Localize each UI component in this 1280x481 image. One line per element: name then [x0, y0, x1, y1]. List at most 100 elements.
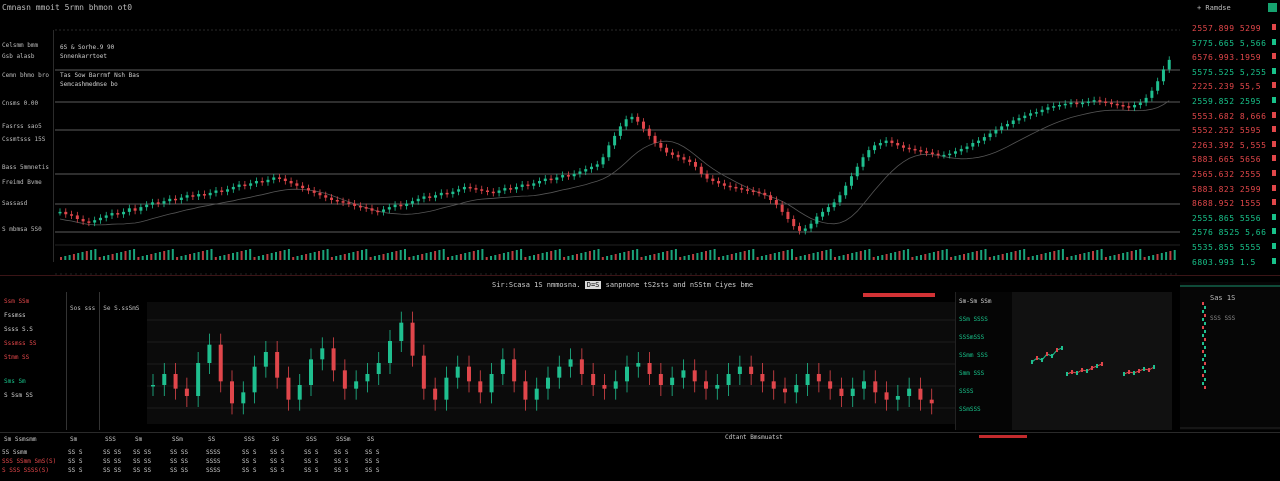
volume-bar	[1100, 249, 1103, 260]
table-header[interactable]: Sm	[70, 436, 78, 443]
lower-left-item[interactable]: Ssss S.S	[4, 326, 33, 333]
price-level[interactable]: 2565.632 2555	[1192, 170, 1262, 179]
table-header[interactable]: SS	[208, 436, 216, 443]
price-level[interactable]: 5535.855 5555	[1192, 243, 1262, 252]
price-level[interactable]: 5575.525 5,255	[1192, 67, 1267, 77]
watchlist-item[interactable]: Cssmtsss 15S	[2, 136, 46, 143]
volume-bar	[464, 253, 467, 260]
table-header[interactable]: SSm	[172, 436, 183, 443]
volume-bar	[584, 252, 587, 260]
volume-bar	[636, 249, 639, 260]
table-header[interactable]: SSS	[105, 436, 116, 443]
lower-title-highlight[interactable]: D=S	[584, 281, 602, 289]
price-level[interactable]: 2225.239 55,5	[1192, 82, 1262, 92]
price-level[interactable]: 8688.952 1555	[1192, 199, 1262, 209]
toolbar-item[interactable]: Sos sss	[70, 305, 96, 312]
volume-bar	[782, 251, 785, 260]
alert-bar	[863, 293, 935, 297]
lower-left-item[interactable]: Sssmss 5S	[4, 340, 37, 347]
table-header[interactable]: SSS	[306, 436, 317, 443]
volume-bar	[90, 250, 93, 260]
watchlist-item[interactable]: Fasrss sao5	[2, 123, 42, 130]
mini-chart[interactable]	[1012, 292, 1172, 430]
candle	[439, 192, 443, 196]
lower-left-item[interactable]: Ssm SSm	[4, 298, 30, 305]
volume-bar	[490, 256, 492, 260]
lower-right-item[interactable]: Sm-Sm SSm	[959, 298, 992, 305]
lower-candle	[252, 366, 257, 393]
table-header[interactable]: SSSm	[336, 436, 351, 443]
candle	[584, 169, 588, 172]
lower-right-item[interactable]: SSSmSSS	[959, 334, 985, 341]
lower-candle	[602, 385, 607, 389]
candle	[1081, 102, 1085, 105]
watchlist-item[interactable]: Cnsms 0.00	[2, 100, 39, 107]
lower-right-item[interactable]: SSSS	[959, 388, 974, 395]
table-header[interactable]: Sm Ssmsmm	[4, 436, 37, 443]
table-header[interactable]: SSS	[244, 436, 255, 443]
candle	[734, 186, 738, 189]
volume-bar	[1109, 256, 1112, 260]
volume-bar	[343, 254, 346, 260]
volume-bar	[571, 255, 574, 260]
volume-bar	[739, 252, 742, 260]
lower-left-item[interactable]: S Ssm SS	[4, 392, 33, 399]
candle	[399, 204, 403, 207]
side-mini-candle	[1204, 338, 1206, 341]
price-level[interactable]: 2263.392 5,555	[1192, 140, 1267, 150]
mini-candle	[1138, 369, 1140, 373]
volume-bar	[154, 253, 157, 260]
volume-bar	[81, 252, 84, 260]
watchlist-item[interactable]: Sassasd	[2, 200, 28, 207]
price-level[interactable]: 2559.852 2595	[1192, 97, 1262, 106]
lower-left-item[interactable]: Stmm SS	[4, 354, 30, 361]
volume-bar	[1122, 253, 1125, 260]
volume-bar	[653, 254, 656, 260]
volume-bar	[773, 253, 776, 260]
price-level[interactable]: 6576.993.1959	[1192, 53, 1262, 63]
candle	[572, 173, 576, 177]
volume-bar	[447, 257, 449, 260]
candle	[451, 191, 455, 195]
table-header[interactable]: SS	[272, 436, 280, 443]
price-level[interactable]: 5553.682 8,666	[1192, 111, 1267, 121]
volume-bar	[877, 256, 879, 260]
watchlist-item[interactable]: Freimd Bvme	[2, 179, 42, 186]
candle	[693, 162, 697, 167]
volume-bar	[915, 256, 918, 260]
table-header[interactable]: SS	[367, 436, 375, 443]
candle	[1150, 90, 1154, 98]
table-header[interactable]: Sm	[135, 436, 143, 443]
toolbar-item[interactable]: Se S.ssSmS	[103, 305, 140, 312]
lower-candlestick-chart[interactable]	[125, 292, 955, 430]
table-cell: SS S	[270, 467, 285, 474]
lower-left-item[interactable]: Fssmss	[4, 312, 26, 319]
price-level[interactable]: 2555.865 5556	[1192, 213, 1262, 223]
watchlist-item[interactable]: Bass 5mmnetis	[2, 164, 49, 171]
candle	[1000, 126, 1004, 130]
price-level[interactable]: 5883.665 5656	[1192, 155, 1262, 165]
price-level[interactable]: 5775.665 5,566	[1192, 38, 1267, 48]
volume-bar	[765, 255, 768, 260]
watchlist-item[interactable]: Gsb alasb	[2, 53, 35, 60]
price-level[interactable]: 5883.823 2599	[1192, 184, 1262, 194]
lower-right-item[interactable]: SSmSSS	[959, 406, 981, 413]
side-mini-chart[interactable]: Sas 1S SSS SSS	[1180, 282, 1280, 430]
lower-right-item[interactable]: SSmm SSS	[959, 352, 988, 359]
price-marker	[1272, 53, 1276, 60]
volume-bar	[1040, 254, 1043, 260]
volume-bar	[567, 256, 570, 260]
price-level[interactable]: 2557.899 5299	[1192, 24, 1262, 33]
lower-right-item[interactable]: SSm SSSS	[959, 316, 988, 323]
main-candlestick-chart[interactable]	[55, 28, 1180, 276]
watchlist-item[interactable]: Celsmm bmm	[2, 42, 39, 49]
price-level[interactable]: 2576 8525 5,66	[1192, 228, 1267, 238]
price-level[interactable]: 6803.993 1.5	[1192, 257, 1256, 267]
watchlist-item[interactable]: S mbmsa 5S0	[2, 226, 42, 233]
add-panel-button[interactable]	[1268, 3, 1277, 12]
volume-bar	[705, 251, 707, 260]
lower-left-item[interactable]: Sms Sm	[4, 378, 26, 385]
watchlist-item[interactable]: Cemn bhmo bro	[2, 72, 49, 79]
lower-right-item[interactable]: Smm SSS	[959, 370, 985, 377]
price-level[interactable]: 5552.252 5595	[1192, 126, 1262, 136]
